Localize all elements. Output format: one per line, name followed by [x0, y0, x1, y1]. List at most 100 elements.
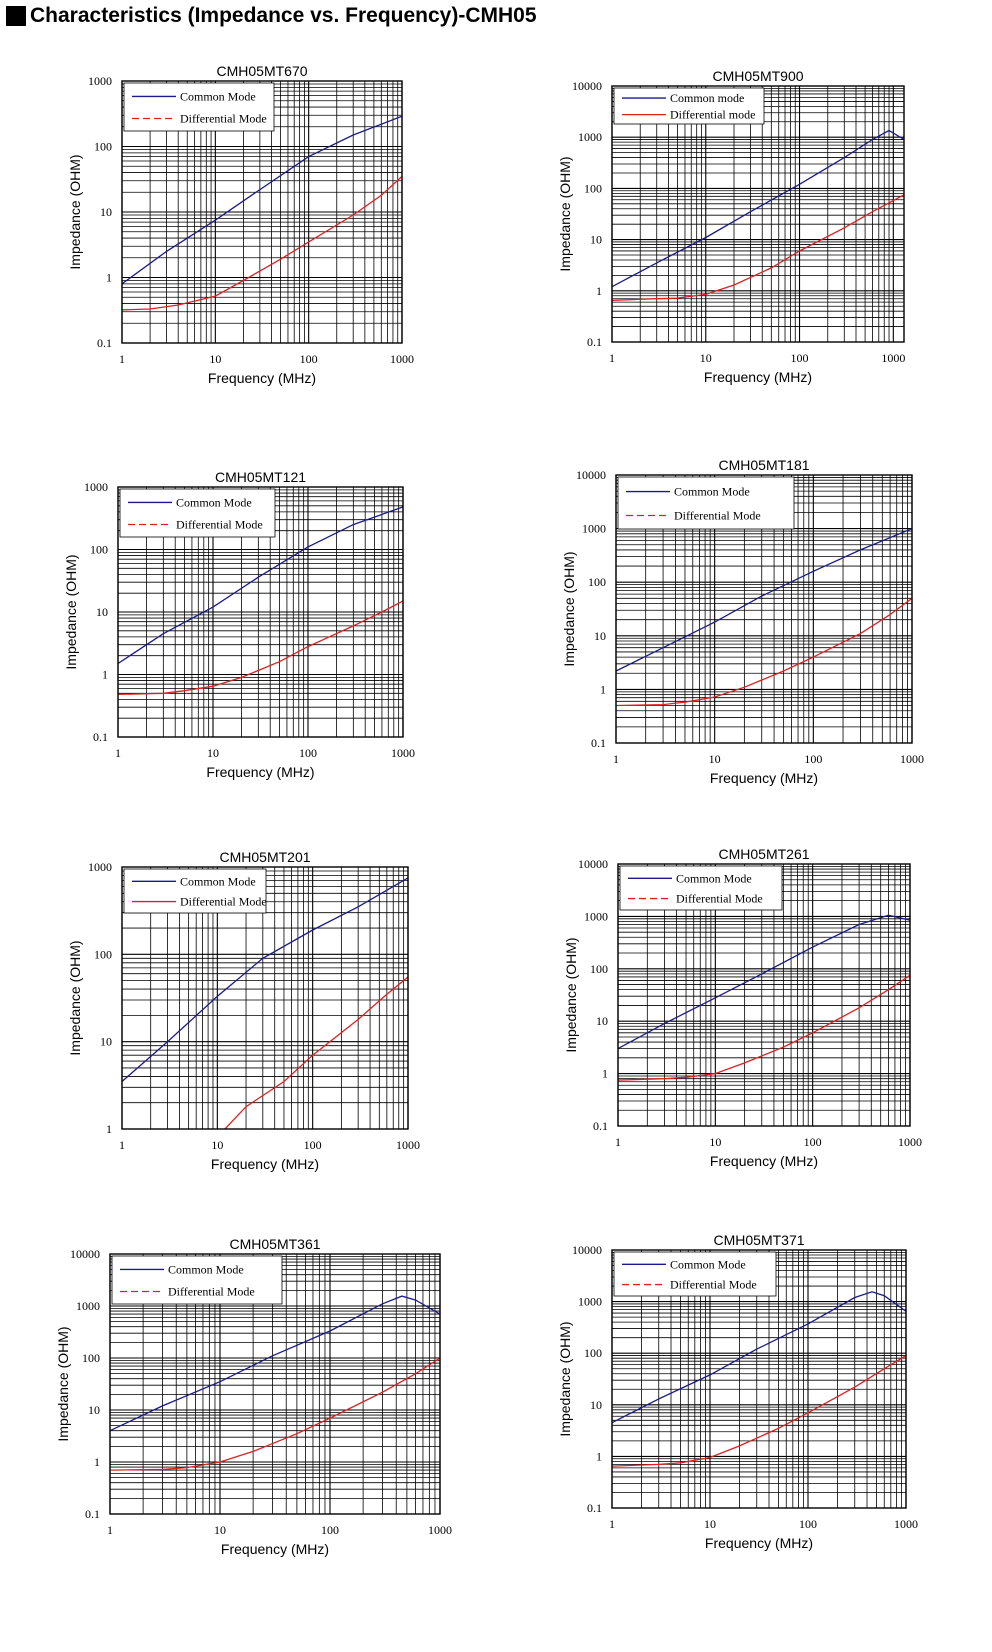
- series-line-common-mode: [122, 877, 408, 1082]
- legend-label-common-mode: Common Mode: [180, 874, 256, 888]
- y-tick-label: 10: [96, 605, 108, 619]
- x-tick-label: 1000: [391, 746, 415, 760]
- y-tick-label: 1: [602, 1067, 608, 1081]
- y-axis-label: Impedance (OHM): [557, 1321, 573, 1436]
- y-axis-label: Impedance (OHM): [55, 1326, 71, 1441]
- x-tick-label: 100: [804, 752, 822, 766]
- y-tick-label: 1000: [84, 480, 108, 494]
- y-tick-label: 0.1: [97, 336, 112, 350]
- legend-label-differential-mode: Differential Mode: [180, 895, 267, 909]
- chart-title: CMH05MT670: [216, 63, 307, 79]
- series-line-common-mode: [122, 115, 402, 285]
- chart-title: CMH05MT121: [215, 469, 306, 485]
- plot-frame: [109, 1253, 441, 1515]
- x-tick-label: 1: [609, 351, 615, 365]
- y-tick-label: 1: [596, 1449, 602, 1463]
- legend-label-common-mode: Common Mode: [168, 1262, 244, 1276]
- plot-frame: [117, 486, 404, 738]
- legend-box: [613, 1251, 777, 1297]
- y-tick-label: 0.1: [85, 1507, 100, 1521]
- x-tick-label: 10: [704, 1517, 716, 1531]
- legend-label-differential-mode: Differential mode: [670, 108, 755, 122]
- y-tick-label: 10: [596, 1014, 608, 1028]
- x-axis-label: Frequency (MHz): [704, 369, 812, 385]
- y-tick-label: 10000: [572, 79, 602, 93]
- series-line-common-mode: [118, 506, 403, 665]
- x-tick-label: 1: [107, 1523, 113, 1537]
- x-tick-label: 100: [304, 1138, 322, 1152]
- x-tick-label: 10: [709, 752, 721, 766]
- plot-area: [612, 86, 904, 342]
- x-tick-label: 10: [709, 1135, 721, 1149]
- x-tick-label: 100: [321, 1523, 339, 1537]
- plot-frame: [121, 866, 409, 1130]
- legend-label-differential-mode: Differential Mode: [670, 1278, 757, 1292]
- x-tick-label: 1: [609, 1517, 615, 1531]
- x-tick-label: 10: [700, 351, 712, 365]
- series-line-common-mode: [618, 914, 910, 1050]
- legend-label-differential-mode: Differential Mode: [676, 892, 763, 906]
- y-tick-label: 0.1: [587, 1501, 602, 1515]
- legend-box: [123, 868, 267, 914]
- y-tick-label: 0.1: [593, 1119, 608, 1133]
- y-tick-label: 10000: [70, 1247, 100, 1261]
- y-tick-label: 0.1: [587, 335, 602, 349]
- x-tick-label: 1000: [894, 1517, 918, 1531]
- plot-frame: [617, 863, 911, 1127]
- series-line-differential-mode: [612, 194, 904, 302]
- page-title: Characteristics (Impedance vs. Frequency…: [6, 2, 537, 30]
- y-tick-label: 1: [94, 1455, 100, 1469]
- legend-label-common-mode: Common Mode: [674, 485, 750, 499]
- x-tick-label: 10: [207, 746, 219, 760]
- series-line-differential-mode: [122, 175, 402, 311]
- legend-box: [111, 1255, 283, 1305]
- y-tick-label: 10000: [576, 468, 606, 482]
- x-tick-label: 100: [299, 746, 317, 760]
- legend-box: [613, 87, 765, 125]
- series-line-differential-mode: [616, 597, 912, 707]
- x-tick-label: 1: [119, 352, 125, 366]
- y-tick-label: 10: [590, 1398, 602, 1412]
- y-tick-label: 10: [100, 205, 112, 219]
- y-tick-label: 100: [94, 140, 112, 154]
- x-tick-label: 1000: [898, 1135, 922, 1149]
- legend-box: [619, 865, 783, 911]
- y-tick-label: 1: [596, 284, 602, 298]
- y-tick-label: 100: [82, 1351, 100, 1365]
- y-tick-label: 10: [590, 233, 602, 247]
- x-tick-label: 1000: [390, 352, 414, 366]
- legend-label-differential-mode: Differential Mode: [176, 518, 263, 532]
- x-tick-label: 1000: [900, 752, 924, 766]
- x-tick-label: 1000: [881, 351, 905, 365]
- x-tick-label: 1: [615, 1135, 621, 1149]
- y-tick-label: 1000: [88, 860, 112, 874]
- legend-label-differential-mode: Differential Mode: [674, 508, 761, 522]
- x-tick-label: 100: [791, 351, 809, 365]
- x-tick-label: 1: [115, 746, 121, 760]
- x-tick-label: 10: [214, 1523, 226, 1537]
- x-axis-label: Frequency (MHz): [206, 764, 314, 780]
- y-tick-label: 1: [600, 682, 606, 696]
- legend-label-differential-mode: Differential Mode: [180, 112, 267, 126]
- y-tick-label: 1000: [582, 522, 606, 536]
- series-line-differential-mode: [118, 600, 403, 696]
- y-tick-label: 100: [94, 947, 112, 961]
- y-axis-label: Impedance (OHM): [67, 154, 83, 269]
- x-tick-label: 100: [804, 1135, 822, 1149]
- legend-box: [119, 488, 276, 538]
- chart-title: CMH05MT181: [718, 457, 809, 473]
- y-tick-label: 10000: [578, 857, 608, 871]
- y-tick-label: 1: [102, 668, 108, 682]
- y-tick-label: 1000: [88, 74, 112, 88]
- y-axis-label: Impedance (OHM): [67, 940, 83, 1055]
- y-tick-label: 10000: [572, 1243, 602, 1257]
- x-tick-label: 1: [613, 752, 619, 766]
- y-tick-label: 100: [588, 575, 606, 589]
- y-tick-label: 10: [594, 629, 606, 643]
